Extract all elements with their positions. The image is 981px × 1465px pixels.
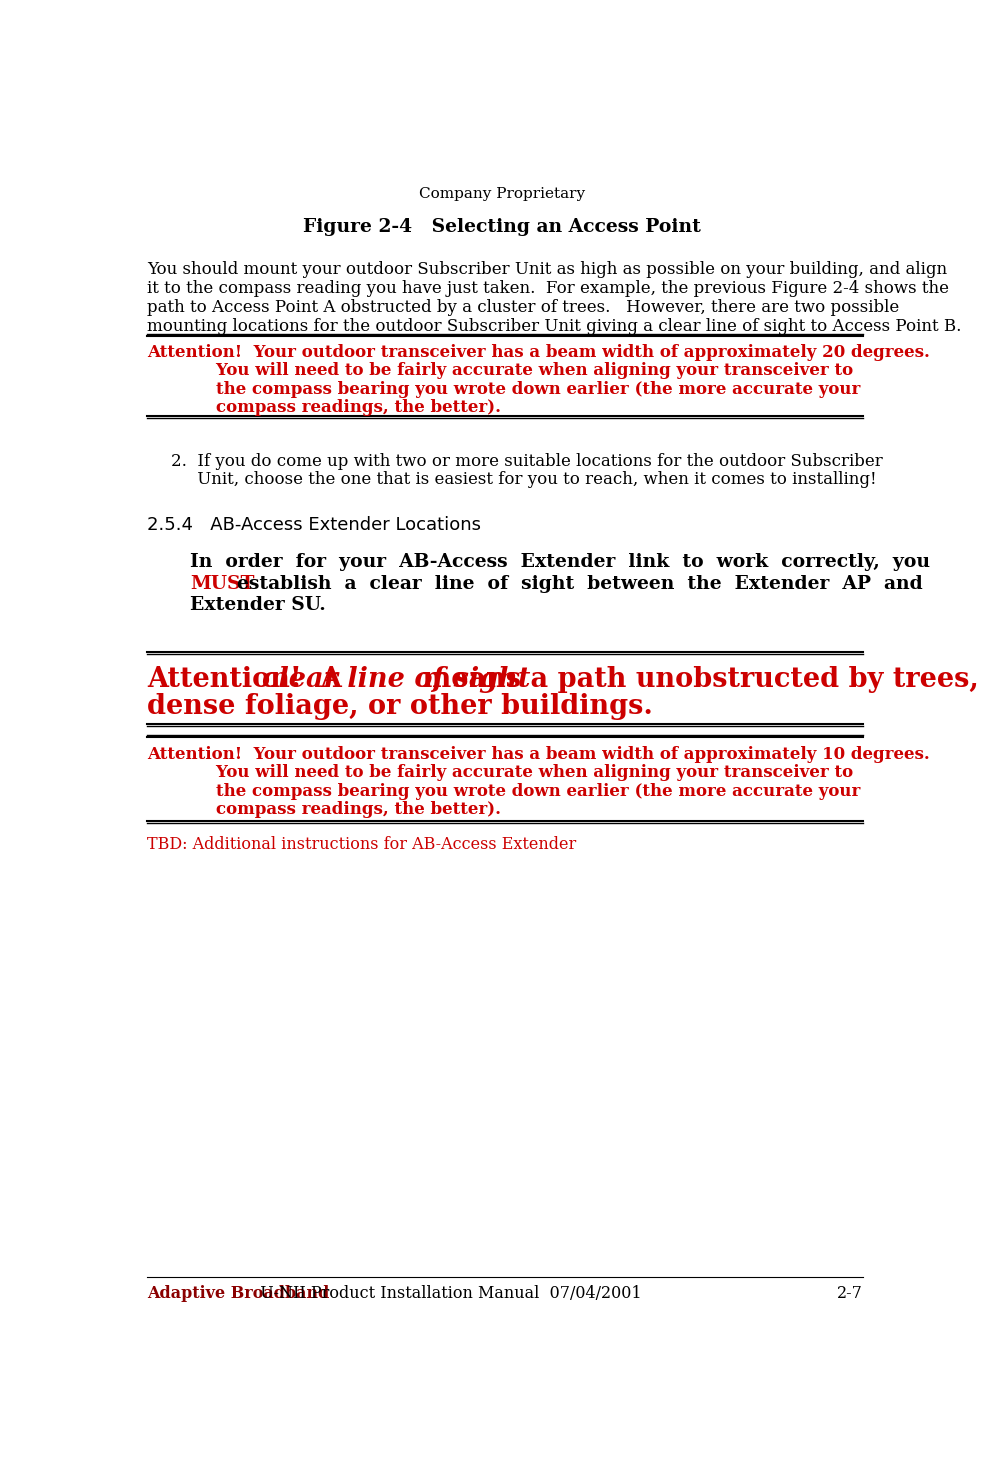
Text: clear line of sight: clear line of sight xyxy=(262,665,531,693)
Text: compass readings, the better).: compass readings, the better). xyxy=(147,801,501,817)
Text: it to the compass reading you have just taken.  For example, the previous Figure: it to the compass reading you have just … xyxy=(147,280,950,297)
Text: In  order  for  your  AB-Access  Extender  link  to  work  correctly,  you: In order for your AB-Access Extender lin… xyxy=(190,554,930,571)
Text: Company Proprietary: Company Proprietary xyxy=(419,186,586,201)
Text: Attention!  A: Attention! A xyxy=(147,665,352,693)
Text: 2-7: 2-7 xyxy=(837,1285,862,1301)
Text: establish  a  clear  line  of  sight  between  the  Extender  AP  and: establish a clear line of sight between … xyxy=(224,574,923,593)
Text: the compass bearing you wrote down earlier (the more accurate your: the compass bearing you wrote down earli… xyxy=(147,381,860,397)
Text: Attention!  Your outdoor transceiver has a beam width of approximately 10 degree: Attention! Your outdoor transceiver has … xyxy=(147,746,930,763)
Text: dense foliage, or other buildings.: dense foliage, or other buildings. xyxy=(147,693,653,721)
Text: the compass bearing you wrote down earlier (the more accurate your: the compass bearing you wrote down earli… xyxy=(147,782,860,800)
Text: MUST: MUST xyxy=(190,574,254,593)
Text: You should mount your outdoor Subscriber Unit as high as possible on your buildi: You should mount your outdoor Subscriber… xyxy=(147,261,948,277)
Text: Attention!  Your outdoor transceiver has a beam width of approximately 20 degree: Attention! Your outdoor transceiver has … xyxy=(147,344,930,360)
Text: You will need to be fairly accurate when aligning your transceiver to: You will need to be fairly accurate when… xyxy=(147,362,853,379)
Text: means a path unobstructed by trees,: means a path unobstructed by trees, xyxy=(413,665,979,693)
Text: TBD: Additional instructions for AB-Access Extender: TBD: Additional instructions for AB-Acce… xyxy=(147,837,577,854)
Text: compass readings, the better).: compass readings, the better). xyxy=(147,398,501,416)
Text: Figure 2-4   Selecting an Access Point: Figure 2-4 Selecting an Access Point xyxy=(303,218,701,236)
Text: 2.5.4   AB-Access Extender Locations: 2.5.4 AB-Access Extender Locations xyxy=(147,516,482,535)
Text: Extender SU.: Extender SU. xyxy=(190,596,326,614)
Text: Unit, choose the one that is easiest for you to reach, when it comes to installi: Unit, choose the one that is easiest for… xyxy=(171,472,876,488)
Text: U-NII Product Installation Manual  07/04/2001: U-NII Product Installation Manual 07/04/… xyxy=(250,1285,642,1301)
Text: Adaptive Broadband: Adaptive Broadband xyxy=(147,1285,330,1301)
Text: You will need to be fairly accurate when aligning your transceiver to: You will need to be fairly accurate when… xyxy=(147,765,853,781)
Text: path to Access Point A obstructed by a cluster of trees.   However, there are tw: path to Access Point A obstructed by a c… xyxy=(147,299,900,316)
Text: 2.  If you do come up with two or more suitable locations for the outdoor Subscr: 2. If you do come up with two or more su… xyxy=(171,453,883,470)
Text: mounting locations for the outdoor Subscriber Unit giving a clear line of sight : mounting locations for the outdoor Subsc… xyxy=(147,318,961,335)
